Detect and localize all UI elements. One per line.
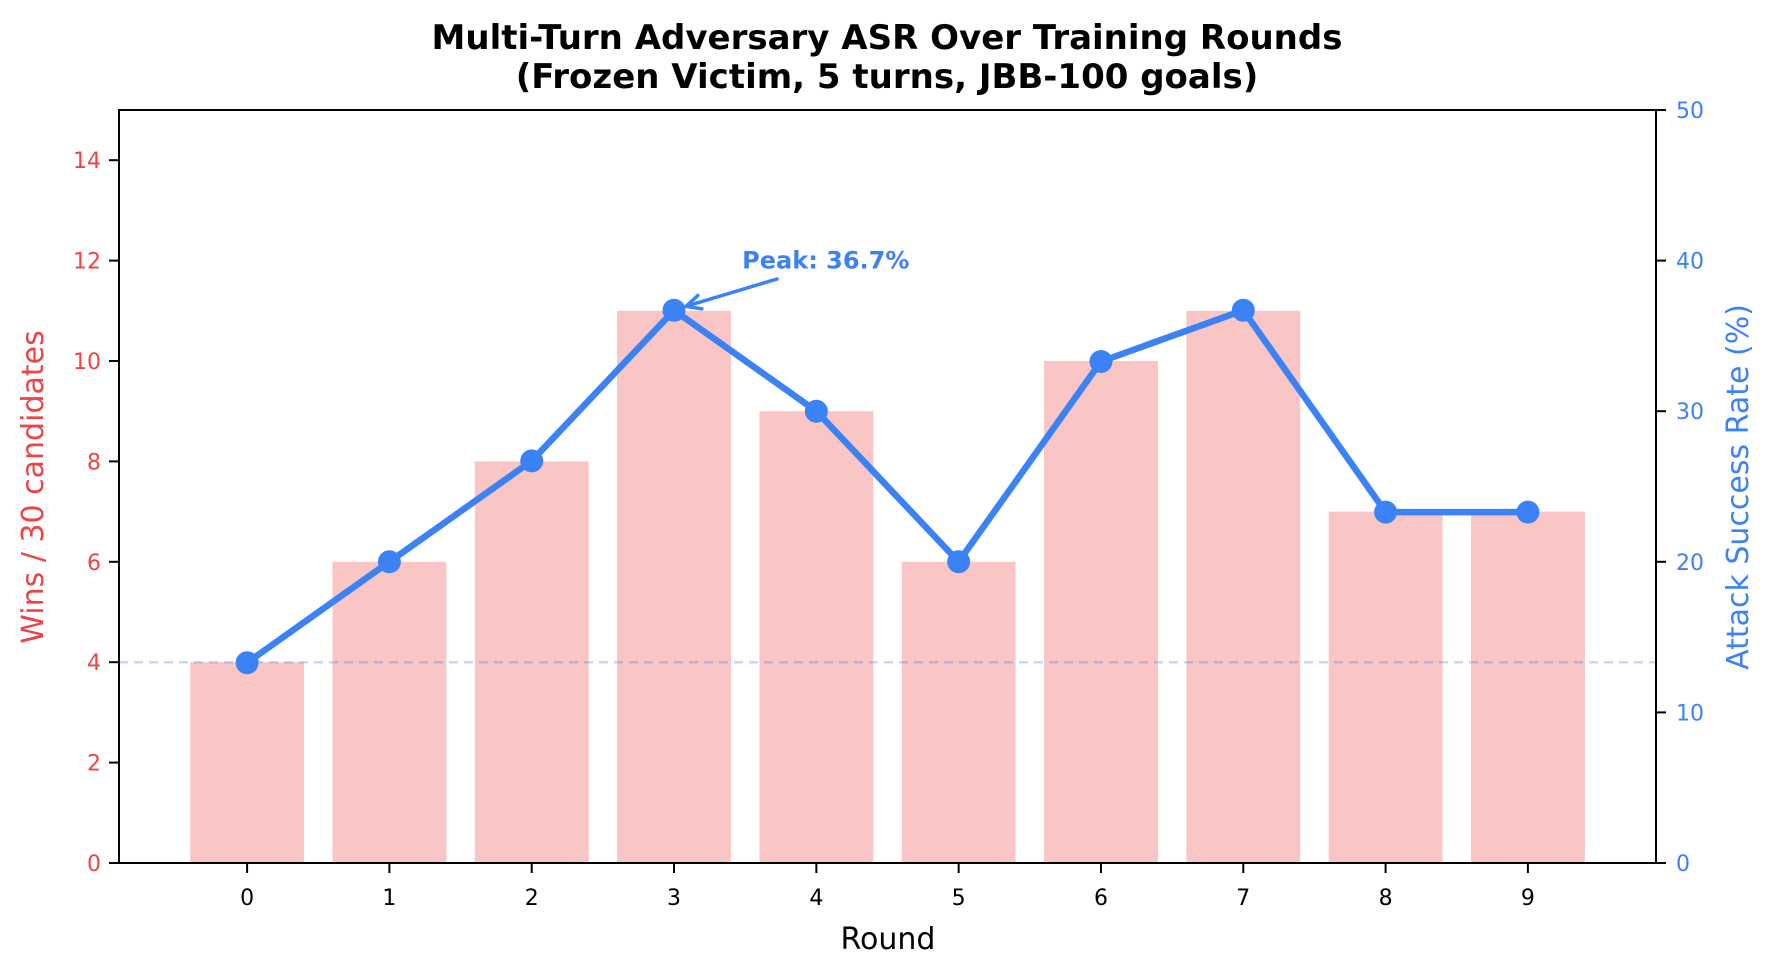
bar — [759, 411, 874, 863]
bar-series-wins — [190, 310, 1585, 863]
bar — [332, 561, 447, 863]
x-tick-label: 7 — [1236, 886, 1250, 911]
data-point-marker — [662, 298, 686, 322]
y-right-tick-label: 50 — [1676, 99, 1704, 124]
annotation-arrow — [684, 277, 779, 309]
y-tick-label: 0 — [87, 852, 101, 877]
y-tick-label: 12 — [73, 250, 101, 275]
x-tick-label: 3 — [667, 886, 681, 911]
y-right-tick-label: 40 — [1676, 250, 1704, 275]
y-tick-label: 4 — [87, 651, 101, 676]
x-tick-label: 8 — [1379, 886, 1393, 911]
annotation-text: Peak: 36.7% — [742, 247, 909, 275]
line-series-asr — [235, 298, 1540, 675]
data-point-marker — [377, 550, 401, 574]
bar — [617, 310, 731, 863]
bar — [474, 461, 589, 863]
y-axis-right-label: Attack Success Rate (%) — [1721, 304, 1756, 670]
data-point-marker — [1231, 298, 1255, 322]
data-point-marker — [947, 550, 971, 574]
y-right-tick-label: 30 — [1676, 400, 1704, 425]
bar — [901, 561, 1016, 863]
x-tick-label: 5 — [952, 886, 966, 911]
bar — [190, 662, 305, 863]
bar — [1044, 361, 1158, 863]
y-tick-label: 14 — [73, 149, 101, 174]
asr-line — [245, 307, 1528, 666]
x-tick-label: 4 — [809, 886, 823, 911]
bar — [1470, 511, 1585, 863]
y-right-tick-label: 20 — [1676, 551, 1704, 576]
x-tick-label: 2 — [525, 886, 539, 911]
bar — [1186, 310, 1301, 863]
x-tick-label: 6 — [1094, 886, 1108, 911]
y-right-tick-label: 0 — [1676, 852, 1690, 877]
x-axis-ticks: 0 1 2 3 4 5 6 7 8 9 — [240, 863, 1535, 911]
plot-frame — [118, 109, 1657, 864]
y-axis-left-ticks: 0 2 4 6 8 10 12 14 — [73, 149, 119, 877]
chart-title-line-1: Multi-Turn Adversary ASR Over Training R… — [432, 18, 1343, 58]
y-right-tick-label: 10 — [1676, 701, 1704, 726]
y-axis-right-ticks: 0 10 20 30 40 50 — [1656, 99, 1704, 877]
y-tick-label: 6 — [87, 551, 101, 576]
data-point-marker — [520, 449, 544, 473]
data-point-marker — [804, 399, 828, 423]
peak-annotation: Peak: 36.7% — [682, 247, 909, 311]
data-point-marker — [1089, 350, 1113, 374]
x-tick-label: 0 — [240, 886, 254, 911]
data-point-marker — [1374, 500, 1398, 524]
y-tick-label: 2 — [87, 752, 101, 777]
x-axis-label: Round — [841, 922, 936, 957]
x-tick-label: 1 — [382, 886, 396, 911]
x-tick-label: 9 — [1521, 886, 1535, 911]
y-tick-label: 8 — [87, 450, 101, 475]
bar — [1328, 511, 1443, 863]
data-point-marker — [1516, 500, 1540, 524]
y-tick-label: 10 — [73, 350, 101, 375]
y-axis-left-label: Wins / 30 candidates — [16, 330, 51, 643]
arrowhead-icon — [682, 293, 704, 311]
data-point-marker — [235, 651, 259, 675]
chart-title-line-2: (Frozen Victim, 5 turns, JBB-100 goals) — [516, 57, 1259, 97]
